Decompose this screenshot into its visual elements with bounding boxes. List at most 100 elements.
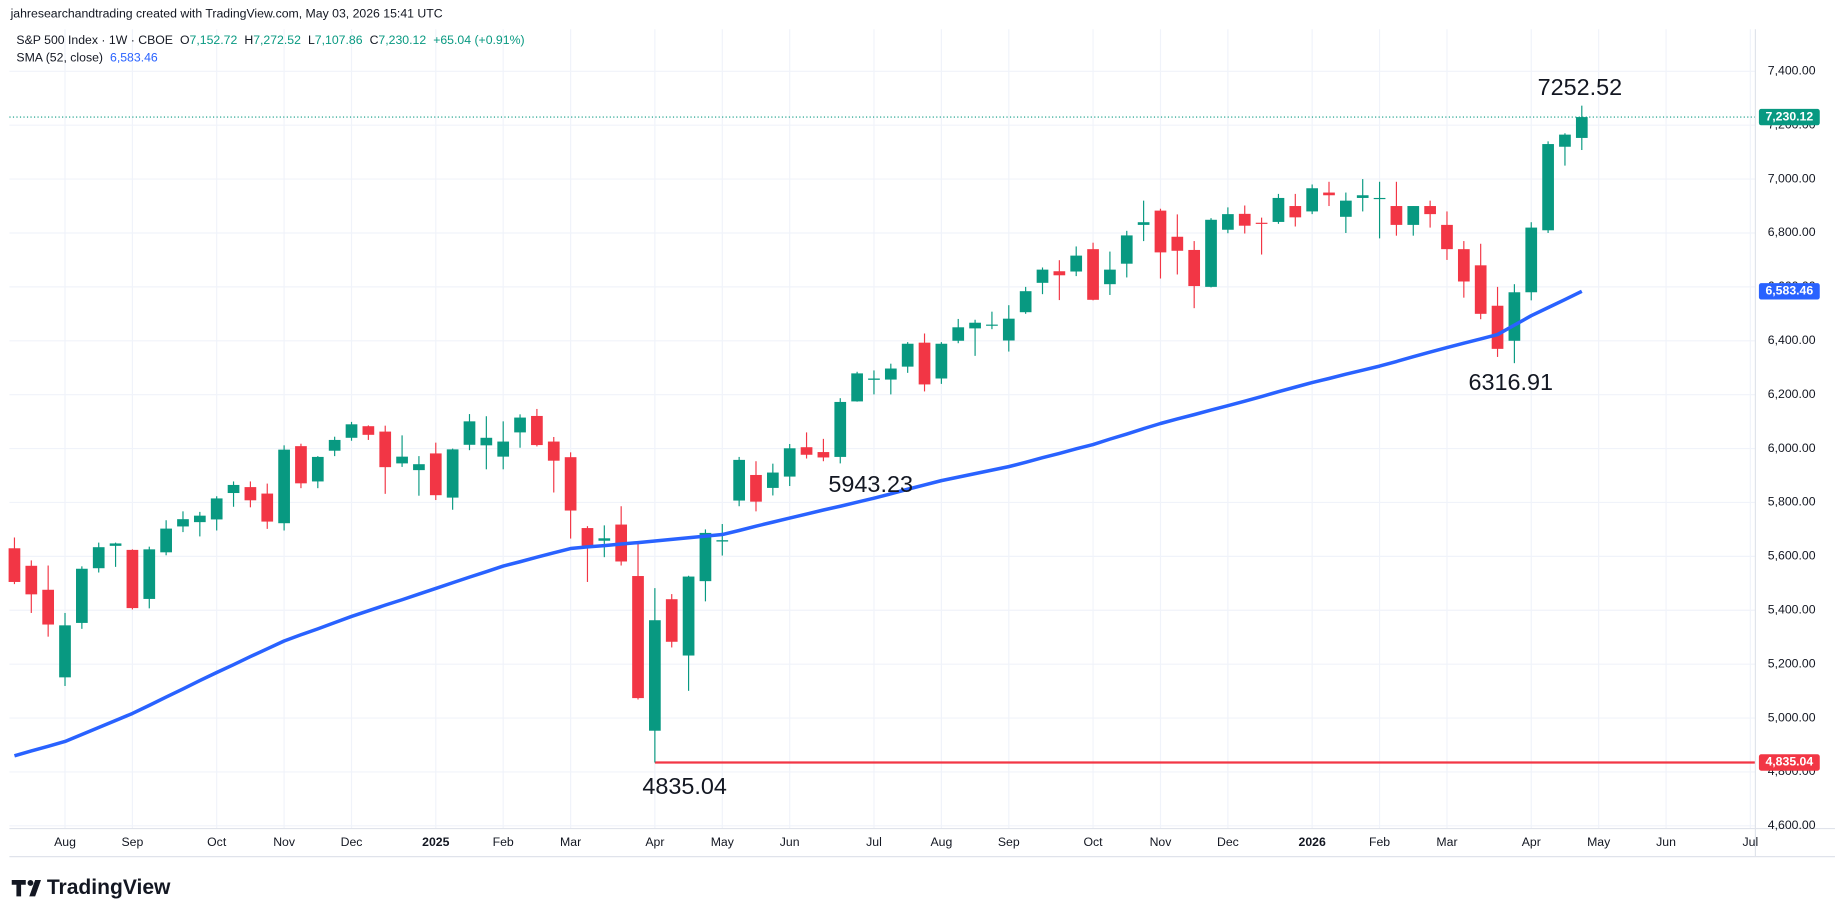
legend-sma: SMA (52, close) 6,583.46 bbox=[16, 51, 158, 65]
candle-body bbox=[564, 457, 577, 511]
legend-key: H bbox=[244, 33, 253, 47]
y-tick-label: 5,200.00 bbox=[1768, 656, 1816, 670]
header-title: jahresearchandtrading created with Tradi… bbox=[10, 6, 443, 20]
candle-body bbox=[497, 441, 510, 457]
legend-value: 7,152.72 bbox=[190, 33, 238, 47]
legend-key: O bbox=[180, 33, 190, 47]
legend-value: 7,272.52 bbox=[253, 33, 301, 47]
candle-body bbox=[1525, 227, 1538, 293]
x-tick-label: Oct bbox=[1084, 835, 1104, 849]
candle-body bbox=[514, 417, 526, 433]
candle-body bbox=[463, 421, 476, 445]
x-tick-label: Jun bbox=[780, 835, 800, 849]
axes: 7,400.007,200.007,000.006,800.006,600.00… bbox=[9, 29, 1835, 858]
x-tick-label: Feb bbox=[1369, 835, 1390, 849]
y-tick-label: 5,400.00 bbox=[1768, 603, 1816, 617]
candle-body bbox=[311, 456, 324, 482]
candle-body bbox=[699, 532, 712, 582]
x-tick-label: 2026 bbox=[1299, 835, 1326, 849]
annotation: 4835.04 bbox=[642, 773, 727, 799]
candle-body bbox=[8, 548, 21, 582]
x-tick-label: Jun bbox=[1656, 835, 1676, 849]
candle-body bbox=[25, 565, 38, 595]
candle-body bbox=[1120, 235, 1133, 264]
candle-body bbox=[278, 449, 290, 524]
candle-body bbox=[935, 343, 948, 379]
candle-body bbox=[1390, 206, 1403, 225]
candle-body bbox=[1036, 269, 1049, 283]
x-tick-label: Jul bbox=[866, 835, 882, 849]
candle-body bbox=[76, 568, 88, 623]
candle-body bbox=[1441, 224, 1453, 250]
logo-t bbox=[11, 880, 26, 897]
candle-body bbox=[969, 322, 981, 329]
x-tick-label: Mar bbox=[1436, 835, 1457, 849]
candle-body bbox=[1205, 219, 1217, 287]
x-tick-label: May bbox=[711, 835, 735, 849]
candle-body bbox=[531, 415, 543, 446]
y-tick-label: 6,000.00 bbox=[1768, 441, 1816, 455]
candle-body bbox=[177, 519, 189, 527]
x-tick-label: May bbox=[1587, 835, 1611, 849]
candle-body bbox=[429, 453, 442, 496]
candle-body bbox=[733, 459, 745, 501]
x-tick-label: Sep bbox=[122, 835, 144, 849]
candle-body bbox=[834, 401, 847, 457]
x-tick-label: Nov bbox=[1150, 835, 1173, 849]
candle-body bbox=[345, 424, 358, 438]
candle-body bbox=[783, 448, 796, 477]
y-tick-label: 5,000.00 bbox=[1768, 710, 1816, 724]
candle-body bbox=[42, 589, 55, 625]
candle-body bbox=[1542, 144, 1554, 231]
grid bbox=[9, 29, 1756, 829]
y-tick-label: 5,600.00 bbox=[1768, 549, 1816, 563]
sma-line bbox=[13, 289, 1583, 758]
candle-body bbox=[649, 620, 661, 731]
candle-body bbox=[1457, 249, 1470, 282]
legend-value: 7,230.12 bbox=[378, 33, 426, 47]
candle-body bbox=[1002, 318, 1015, 341]
price-badge bbox=[1758, 108, 1820, 126]
overlay-lines bbox=[9, 116, 1756, 764]
candle-body bbox=[1171, 236, 1184, 251]
candle-body bbox=[261, 493, 274, 522]
y-tick-label: 4,600.00 bbox=[1768, 818, 1816, 832]
x-tick-label: Sep bbox=[998, 835, 1020, 849]
candle-body bbox=[1491, 305, 1504, 349]
candle-body bbox=[1137, 222, 1150, 225]
y-tick-label: 5,800.00 bbox=[1768, 495, 1816, 509]
candle-body bbox=[396, 456, 408, 464]
price-badge-label: 7,230.12 bbox=[1765, 109, 1813, 123]
annotation: 6316.91 bbox=[1469, 369, 1554, 395]
candle-body bbox=[1407, 206, 1420, 225]
y-tick-label: 6,200.00 bbox=[1768, 387, 1816, 401]
candle-body bbox=[1222, 214, 1234, 230]
candle-body bbox=[901, 343, 914, 367]
badges: 7,230.12 6,583.46 4,835.04 bbox=[1758, 108, 1820, 771]
candle-body bbox=[1508, 292, 1521, 341]
price-badge-label: 4,835.04 bbox=[1765, 755, 1813, 769]
candle-body bbox=[109, 543, 122, 546]
x-tick-label: Nov bbox=[273, 835, 296, 849]
annotation: 7252.52 bbox=[1538, 74, 1623, 100]
candle-body bbox=[193, 515, 206, 523]
candle-body bbox=[884, 368, 897, 380]
candle-body bbox=[716, 540, 729, 542]
candle-body bbox=[598, 538, 611, 541]
candle-body bbox=[59, 625, 71, 678]
legend-key: L bbox=[308, 33, 315, 47]
sma-layer bbox=[13, 289, 1583, 758]
y-tick-label: 6,800.00 bbox=[1768, 225, 1816, 239]
candle-body bbox=[665, 599, 678, 642]
candle-body bbox=[800, 447, 813, 455]
candle-body bbox=[126, 549, 139, 609]
candle-body bbox=[1154, 210, 1167, 253]
candle-body bbox=[817, 452, 830, 458]
candle-body bbox=[1087, 249, 1099, 300]
candle-body bbox=[244, 487, 257, 501]
candle-body bbox=[682, 576, 695, 656]
candle-body bbox=[210, 498, 223, 520]
legend-main: S&P 500 Index · 1W · CBOE O7,152.72 H7,272… bbox=[16, 33, 524, 47]
